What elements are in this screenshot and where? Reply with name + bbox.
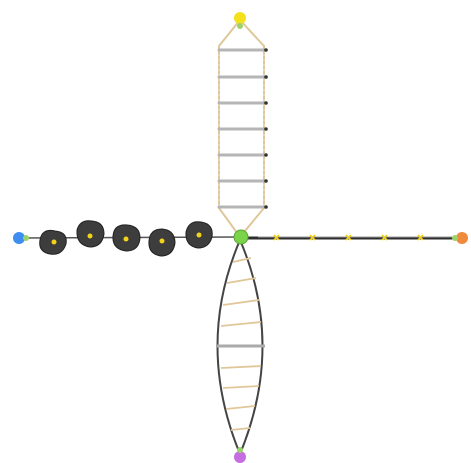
center-node[interactable] [234, 230, 248, 244]
bottom-anchor [237, 447, 243, 453]
rope [219, 20, 240, 46]
top-node[interactable] [234, 12, 246, 24]
bottom-bridge [217, 240, 265, 454]
top-ladder [219, 20, 268, 237]
left-anchor [23, 235, 29, 241]
scene [0, 0, 471, 463]
right-anchor [452, 235, 458, 241]
rope [240, 20, 264, 46]
rungs [219, 50, 266, 207]
right-rope [244, 235, 462, 240]
left-chain [18, 221, 240, 256]
top-anchor [237, 23, 243, 29]
